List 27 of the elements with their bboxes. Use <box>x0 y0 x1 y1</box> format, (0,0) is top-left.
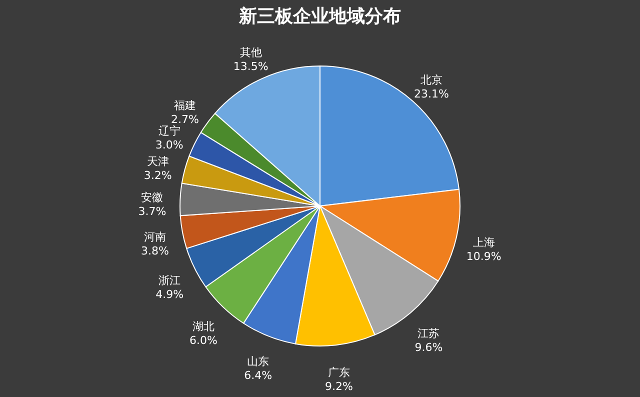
data-label: 23.1% <box>414 87 449 100</box>
data-label: 13.5% <box>233 60 268 73</box>
slice-label: 天津 <box>146 155 169 168</box>
slice-label: 北京 <box>420 73 442 86</box>
slice-label: 福建 <box>174 98 196 112</box>
slice-label: 其他 <box>240 46 262 59</box>
slice-label: 江苏 <box>418 327 440 340</box>
data-label: 9.6% <box>414 341 443 354</box>
data-label: 2.7% <box>171 112 199 126</box>
data-label: 3.7% <box>138 205 166 218</box>
data-label: 10.9% <box>466 250 502 264</box>
slice-label: 上海 <box>472 236 495 250</box>
chart-title: 新三板企业地域分布 <box>238 6 401 27</box>
data-label: 6.4% <box>244 369 272 382</box>
data-label: 6.0% <box>189 334 218 348</box>
slice-label: 山东 <box>247 355 270 368</box>
slice-label: 广东 <box>328 366 350 379</box>
data-label: 9.2% <box>324 380 353 393</box>
slice-label: 辽宁 <box>158 124 180 138</box>
data-label: 3.0% <box>155 138 184 152</box>
data-label: 4.9% <box>156 288 184 301</box>
slice-label: 安徽 <box>141 191 164 204</box>
data-label: 3.8% <box>141 244 169 258</box>
slice-label: 河南 <box>144 230 166 244</box>
slice-label: 湖北 <box>192 320 214 334</box>
slice-label: 浙江 <box>158 274 181 287</box>
data-label: 3.2% <box>144 169 172 182</box>
